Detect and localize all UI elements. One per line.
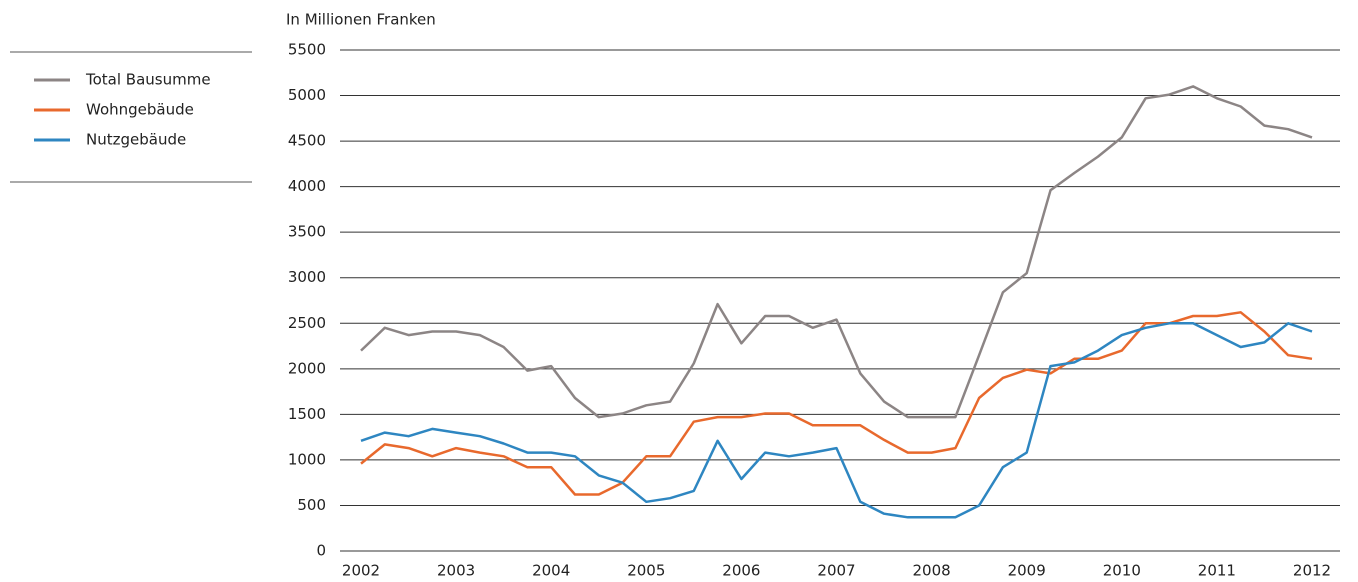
x-tick-label: 2006 bbox=[722, 562, 760, 580]
y-tick-label: 3000 bbox=[288, 268, 326, 286]
y-tick-label: 3500 bbox=[288, 223, 326, 241]
x-tick-label: 2010 bbox=[1103, 562, 1141, 580]
y-tick-label: 5500 bbox=[288, 41, 326, 59]
y-tick-label: 1500 bbox=[288, 405, 326, 423]
y-tick-label: 4500 bbox=[288, 132, 326, 150]
series-line bbox=[360, 311, 1313, 496]
y-tick-label: 0 bbox=[316, 542, 326, 560]
y-tick-label: 4000 bbox=[288, 177, 326, 195]
x-tick-label: 2003 bbox=[437, 562, 475, 580]
y-tick-label: 2500 bbox=[288, 314, 326, 332]
series-line bbox=[360, 85, 1313, 419]
x-tick-label: 2012 bbox=[1293, 562, 1331, 580]
x-tick-label: 2005 bbox=[627, 562, 665, 580]
y-tick-label: 1000 bbox=[288, 450, 326, 468]
y-tick-label: 2000 bbox=[288, 359, 326, 377]
x-tick-label: 2004 bbox=[532, 562, 570, 580]
x-tick-label: 2007 bbox=[817, 562, 855, 580]
x-tick-label: 2011 bbox=[1198, 562, 1236, 580]
series-line bbox=[360, 322, 1313, 519]
x-tick-label: 2002 bbox=[342, 562, 380, 580]
legend-label: Nutzgebäude bbox=[86, 131, 186, 149]
legend-label: Wohngebäude bbox=[86, 101, 194, 119]
x-tick-label: 2009 bbox=[1008, 562, 1046, 580]
y-axis-label: In Millionen Franken bbox=[286, 11, 436, 29]
x-tick-label: 2008 bbox=[913, 562, 951, 580]
y-tick-label: 5000 bbox=[288, 86, 326, 104]
legend-label: Total Bausumme bbox=[85, 71, 211, 89]
y-tick-label: 500 bbox=[297, 496, 326, 514]
